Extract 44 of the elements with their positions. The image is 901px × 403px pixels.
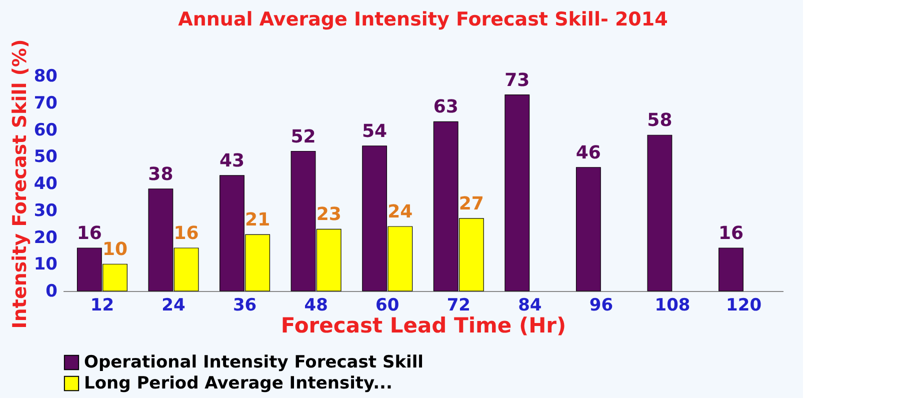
- y-tick-label: 20: [34, 228, 58, 248]
- chart-title: Annual Average Intensity Forecast Skill- 2014: [178, 8, 668, 30]
- data-label: 21: [245, 210, 270, 231]
- data-label: 16: [718, 223, 744, 244]
- y-tick-label: 30: [34, 200, 58, 221]
- data-label: 58: [647, 110, 672, 132]
- x-tick-label: 60: [376, 296, 400, 316]
- bar: [718, 248, 744, 292]
- x-tick-label: 108: [654, 296, 690, 316]
- data-label: 54: [362, 120, 388, 142]
- x-tick-label: 48: [304, 296, 328, 316]
- data-label: 16: [76, 223, 102, 244]
- x-tick-label: 36: [232, 296, 257, 316]
- legend-label: Operational Intensity Forecast Skill: [84, 352, 424, 372]
- data-label: 46: [576, 142, 601, 164]
- y-tick-label: 10: [34, 254, 58, 275]
- y-tick-label: 0: [46, 282, 58, 302]
- data-label: 43: [219, 150, 245, 172]
- data-label: 27: [458, 193, 484, 214]
- y-tick-label: 60: [34, 120, 58, 140]
- x-axis-title: Forecast Lead Time (Hr): [280, 314, 566, 338]
- data-label: 24: [388, 202, 413, 222]
- data-label: 73: [504, 70, 530, 91]
- bar: [576, 167, 601, 292]
- y-tick-label: 40: [34, 174, 58, 194]
- x-tick-label: 96: [589, 296, 614, 316]
- bar: [647, 134, 672, 292]
- x-tick-label: 120: [726, 296, 762, 316]
- y-tick-label: 80: [34, 66, 58, 86]
- x-tick-label: 24: [162, 296, 186, 316]
- y-axis-title: Intensity Forecast Skill (%): [8, 39, 31, 329]
- data-label: 52: [290, 126, 316, 148]
- x-tick-label: 72: [446, 296, 470, 316]
- data-label: 10: [102, 239, 128, 260]
- data-label: 16: [174, 223, 199, 244]
- bar: [504, 94, 530, 292]
- legend-label: Long Period Average Intensity...: [84, 374, 392, 394]
- y-tick-label: 70: [34, 93, 58, 114]
- y-tick-label: 50: [34, 147, 58, 168]
- data-label: 63: [433, 96, 458, 118]
- data-label: 38: [148, 164, 174, 185]
- x-tick-label: 12: [90, 296, 114, 316]
- data-label: 23: [316, 204, 342, 226]
- x-tick-label: 84: [518, 296, 542, 316]
